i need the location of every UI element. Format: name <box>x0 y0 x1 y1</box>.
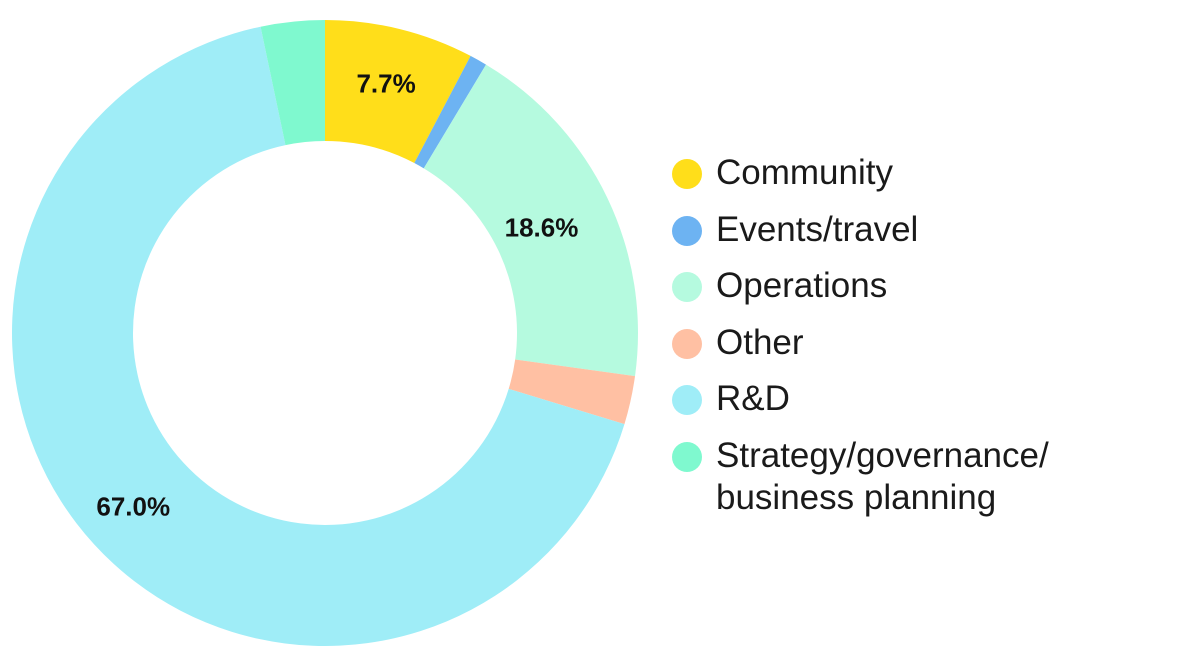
slice-r-d <box>11 26 625 647</box>
slice-strategy-governance-business-planning <box>260 20 325 146</box>
legend-swatch <box>672 328 702 359</box>
legend-swatch <box>672 159 702 189</box>
legend-label: Events/travel <box>716 209 919 249</box>
slice-label-operations: 18.6% <box>505 212 579 242</box>
legend-swatch <box>672 215 702 246</box>
legend-item-events-travel: Events/travel <box>672 209 1172 251</box>
slice-labels: 7.7% 18.6% 67.0% <box>96 68 578 521</box>
chart-legend: Community Events/travel Operations Other R&D… <box>672 152 1172 533</box>
slice-operations <box>423 64 638 377</box>
legend-item-community: Community <box>672 152 1172 194</box>
legend-label: Other <box>716 322 804 362</box>
legend-item-other: Other <box>672 322 1172 364</box>
donut-slices <box>11 20 638 647</box>
legend-item-r-d: R&D <box>672 378 1172 420</box>
slice-label-community: 7.7% <box>356 68 415 98</box>
legend-item-strategy-governance-business-planning: Strategy/governance/ business planning <box>672 435 1172 519</box>
legend-item-operations: Operations <box>672 265 1172 307</box>
legend-swatch <box>672 385 702 415</box>
slice-community <box>325 20 471 164</box>
slice-label-r-d: 67.0% <box>96 491 170 521</box>
legend-label: Strategy/governance/ business planning <box>716 435 1049 517</box>
legend-label: Operations <box>716 266 888 305</box>
legend-swatch <box>672 272 702 302</box>
slice-events-travel <box>414 55 487 169</box>
legend-swatch <box>672 441 702 472</box>
legend-label: R&D <box>716 379 790 418</box>
slice-other <box>508 359 636 425</box>
legend-label: Community <box>716 153 893 192</box>
